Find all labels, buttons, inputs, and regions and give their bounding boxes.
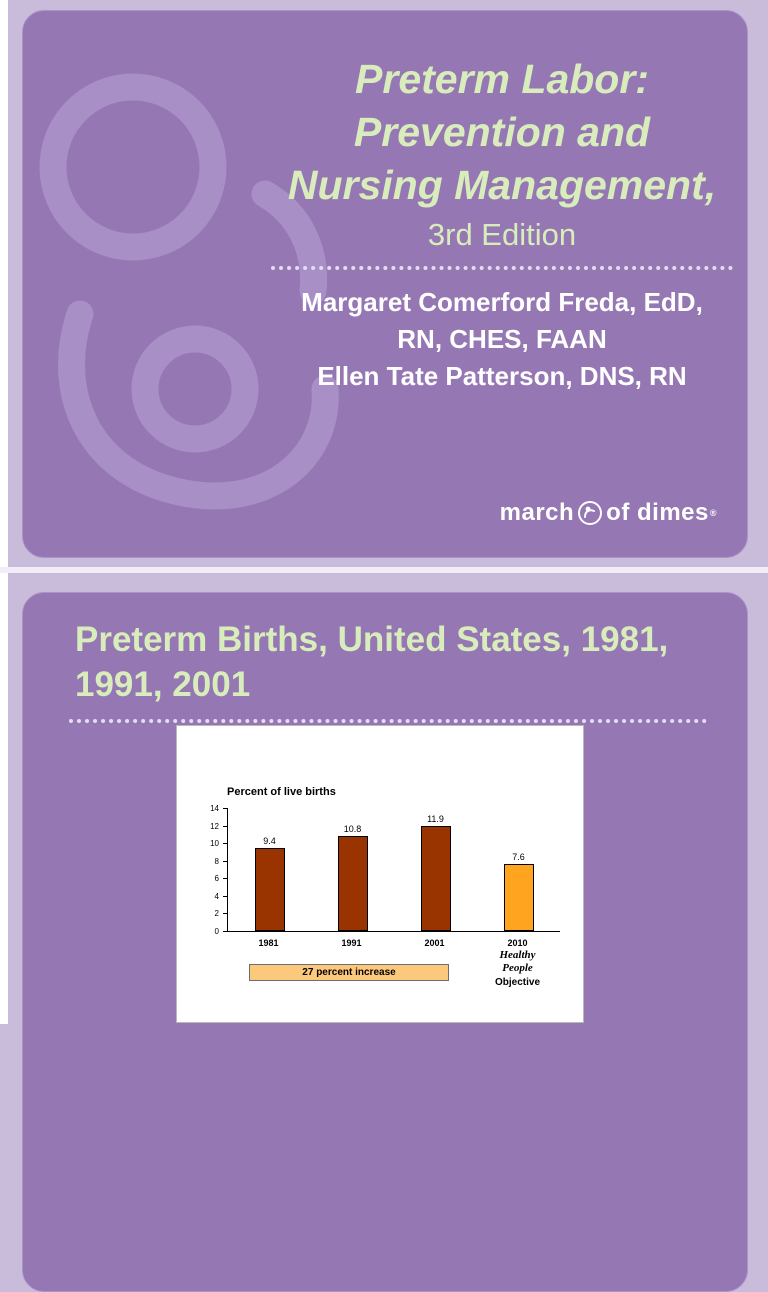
bar-2010: 7.6 — [477, 808, 560, 931]
y-tick-mark — [223, 825, 227, 827]
y-tick-label: 8 — [214, 856, 219, 866]
y-tick-mark — [223, 895, 227, 897]
x-sublabel: People — [502, 962, 533, 974]
x-sublabel: Objective — [494, 977, 541, 988]
y-axis: 0 2 4 6 8 10 12 14 — [193, 805, 227, 936]
y-tick-label: 12 — [210, 821, 219, 831]
y-tick-mark — [223, 843, 227, 845]
x-tick-label: 1991 — [341, 938, 362, 948]
x-slot-2010: 2010 Healthy People Objective — [476, 938, 559, 988]
y-tick-label: 14 — [210, 804, 219, 813]
slide2-title-line: Preterm Births, United States, 1981, — [75, 620, 669, 659]
bar-value-label: 10.8 — [343, 824, 362, 834]
bar-1981: 9.4 — [228, 808, 311, 931]
title-block: Preterm Labor: Prevention and Nursing Ma… — [271, 53, 733, 395]
title-line: Preterm Labor: — [355, 56, 649, 102]
slide-1-title-slide: Preterm Labor: Prevention and Nursing Ma… — [22, 10, 748, 558]
logo-word-march: march — [499, 499, 575, 526]
march-of-dimes-logo: march of dimes ® — [500, 499, 717, 527]
y-tick-mark — [223, 913, 227, 915]
x-slot-2001: 2001 — [393, 938, 476, 988]
page-left-margin — [0, 0, 8, 1024]
author-line: Margaret Comerford Freda, EdD, — [301, 287, 703, 317]
bar-rect — [337, 836, 368, 931]
slide-2-chart-slide: Preterm Births, United States, 1981, 199… — [22, 592, 748, 1292]
y-tick-label: 2 — [214, 909, 219, 919]
plot-area: 0 2 4 6 8 10 12 14 9.4 10.8 11.9 7.6 — [193, 805, 560, 936]
bar-rect — [503, 864, 534, 931]
slide2-title: Preterm Births, United States, 1981, 199… — [23, 593, 747, 707]
registered-mark: ® — [709, 508, 717, 518]
edition-subtitle: 3rd Edition — [427, 217, 577, 252]
y-tick-mark — [223, 878, 227, 880]
dotted-divider — [69, 719, 707, 723]
title-line: Nursing Management, — [287, 162, 717, 208]
y-tick-label: 10 — [210, 839, 219, 849]
x-axis-labels: 1981 1991 2001 2010 Healthy People Objective — [227, 938, 559, 988]
x-tick-label: 1981 — [258, 938, 279, 948]
bar-value-label: 7.6 — [512, 852, 525, 862]
bar-chart: Percent of live births 0 2 4 6 8 10 12 14 9.4 10… — [176, 725, 584, 1023]
x-tick-label: 2001 — [424, 938, 445, 948]
bar-rect — [254, 848, 285, 931]
bars-area: 9.4 10.8 11.9 7.6 — [227, 808, 560, 932]
title-line: Prevention and — [353, 109, 651, 155]
dotted-divider — [271, 266, 733, 270]
mother-figure-watermark — [39, 73, 339, 510]
y-tick-mark — [223, 860, 227, 862]
y-tick-label: 6 — [214, 874, 219, 884]
x-tick-label: 2010 — [507, 938, 528, 948]
bar-rect — [420, 826, 451, 931]
x-slot-1981: 1981 — [227, 938, 310, 988]
author-line: Ellen Tate Patterson, DNS, RN — [317, 361, 687, 391]
y-tick-label: 4 — [214, 891, 219, 901]
author-line: RN, CHES, FAAN — [397, 324, 607, 354]
chart-title: Percent of live births — [227, 786, 336, 798]
x-slot-1991: 1991 — [310, 938, 393, 988]
authors: Margaret Comerford Freda, EdD, RN, CHES,… — [271, 284, 733, 395]
y-tick-label: 0 — [214, 927, 219, 936]
x-sublabel: Healthy — [499, 949, 536, 961]
presentation-title: Preterm Labor: Prevention and Nursing Ma… — [271, 53, 733, 212]
logo-word-ofdimes: of dimes — [606, 499, 709, 526]
bar-value-label: 9.4 — [263, 836, 276, 846]
bar-value-label: 11.9 — [427, 814, 444, 824]
chart-annotation: 27 percent increase — [249, 964, 449, 981]
slide2-title-line: 1991, 2001 — [75, 665, 251, 704]
march-of-dimes-icon — [578, 501, 603, 525]
bar-1991: 10.8 — [311, 808, 394, 931]
bar-2001: 11.9 — [394, 808, 477, 931]
page-divider — [0, 567, 768, 573]
y-tick-mark — [223, 931, 227, 932]
y-tick-mark — [223, 808, 227, 809]
